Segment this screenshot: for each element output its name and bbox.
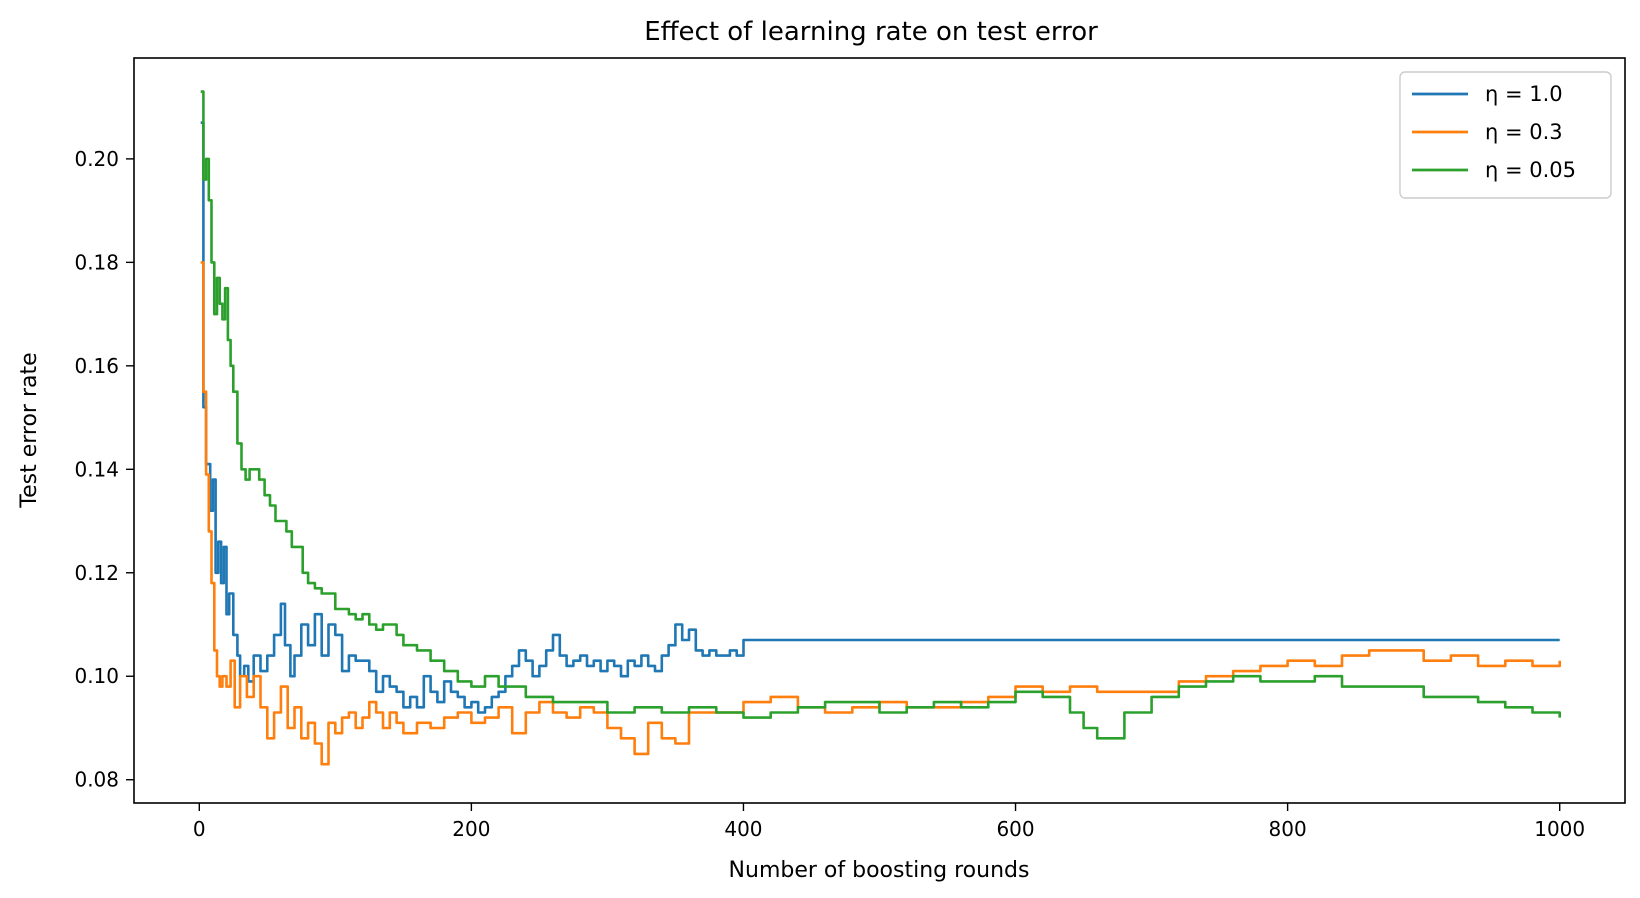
y-tick-label: 0.12 — [74, 561, 119, 585]
x-tick-label: 600 — [996, 817, 1034, 841]
x-tick-label: 0 — [193, 817, 206, 841]
legend-label-3: η = 0.05 — [1485, 158, 1576, 182]
series-line-2 — [200, 261, 1561, 766]
x-tick-label: 800 — [1269, 817, 1307, 841]
chart-title: Effect of learning rate on test error — [644, 17, 1098, 47]
x-tick-label: 400 — [724, 817, 762, 841]
y-tick-label: 0.16 — [74, 354, 119, 378]
series-line-3 — [200, 90, 1561, 740]
y-tick-label: 0.10 — [74, 664, 119, 688]
x-tick-label: 1000 — [1534, 817, 1585, 841]
legend-box — [1399, 71, 1612, 199]
legend: η = 1.0 η = 0.3 η = 0.05 — [1399, 71, 1612, 199]
y-tick-label: 0.08 — [74, 768, 119, 792]
y-tick-label: 0.14 — [74, 457, 119, 481]
plot-frame — [133, 57, 1626, 804]
x-axis: 0 200 400 600 800 1000 — [193, 803, 1585, 841]
y-tick-label: 0.18 — [74, 250, 119, 274]
y-axis: 0.08 0.10 0.12 0.14 0.16 0.18 0.20 — [74, 147, 134, 792]
plot-series — [200, 90, 1561, 766]
series-line-1 — [200, 121, 1560, 714]
legend-label-1: η = 1.0 — [1485, 82, 1563, 106]
y-tick-label: 0.20 — [74, 147, 119, 171]
legend-label-2: η = 0.3 — [1485, 120, 1563, 144]
x-axis-label: Number of boosting rounds — [729, 858, 1030, 883]
x-tick-label: 200 — [452, 817, 490, 841]
y-axis-label: Test error rate — [17, 352, 42, 508]
